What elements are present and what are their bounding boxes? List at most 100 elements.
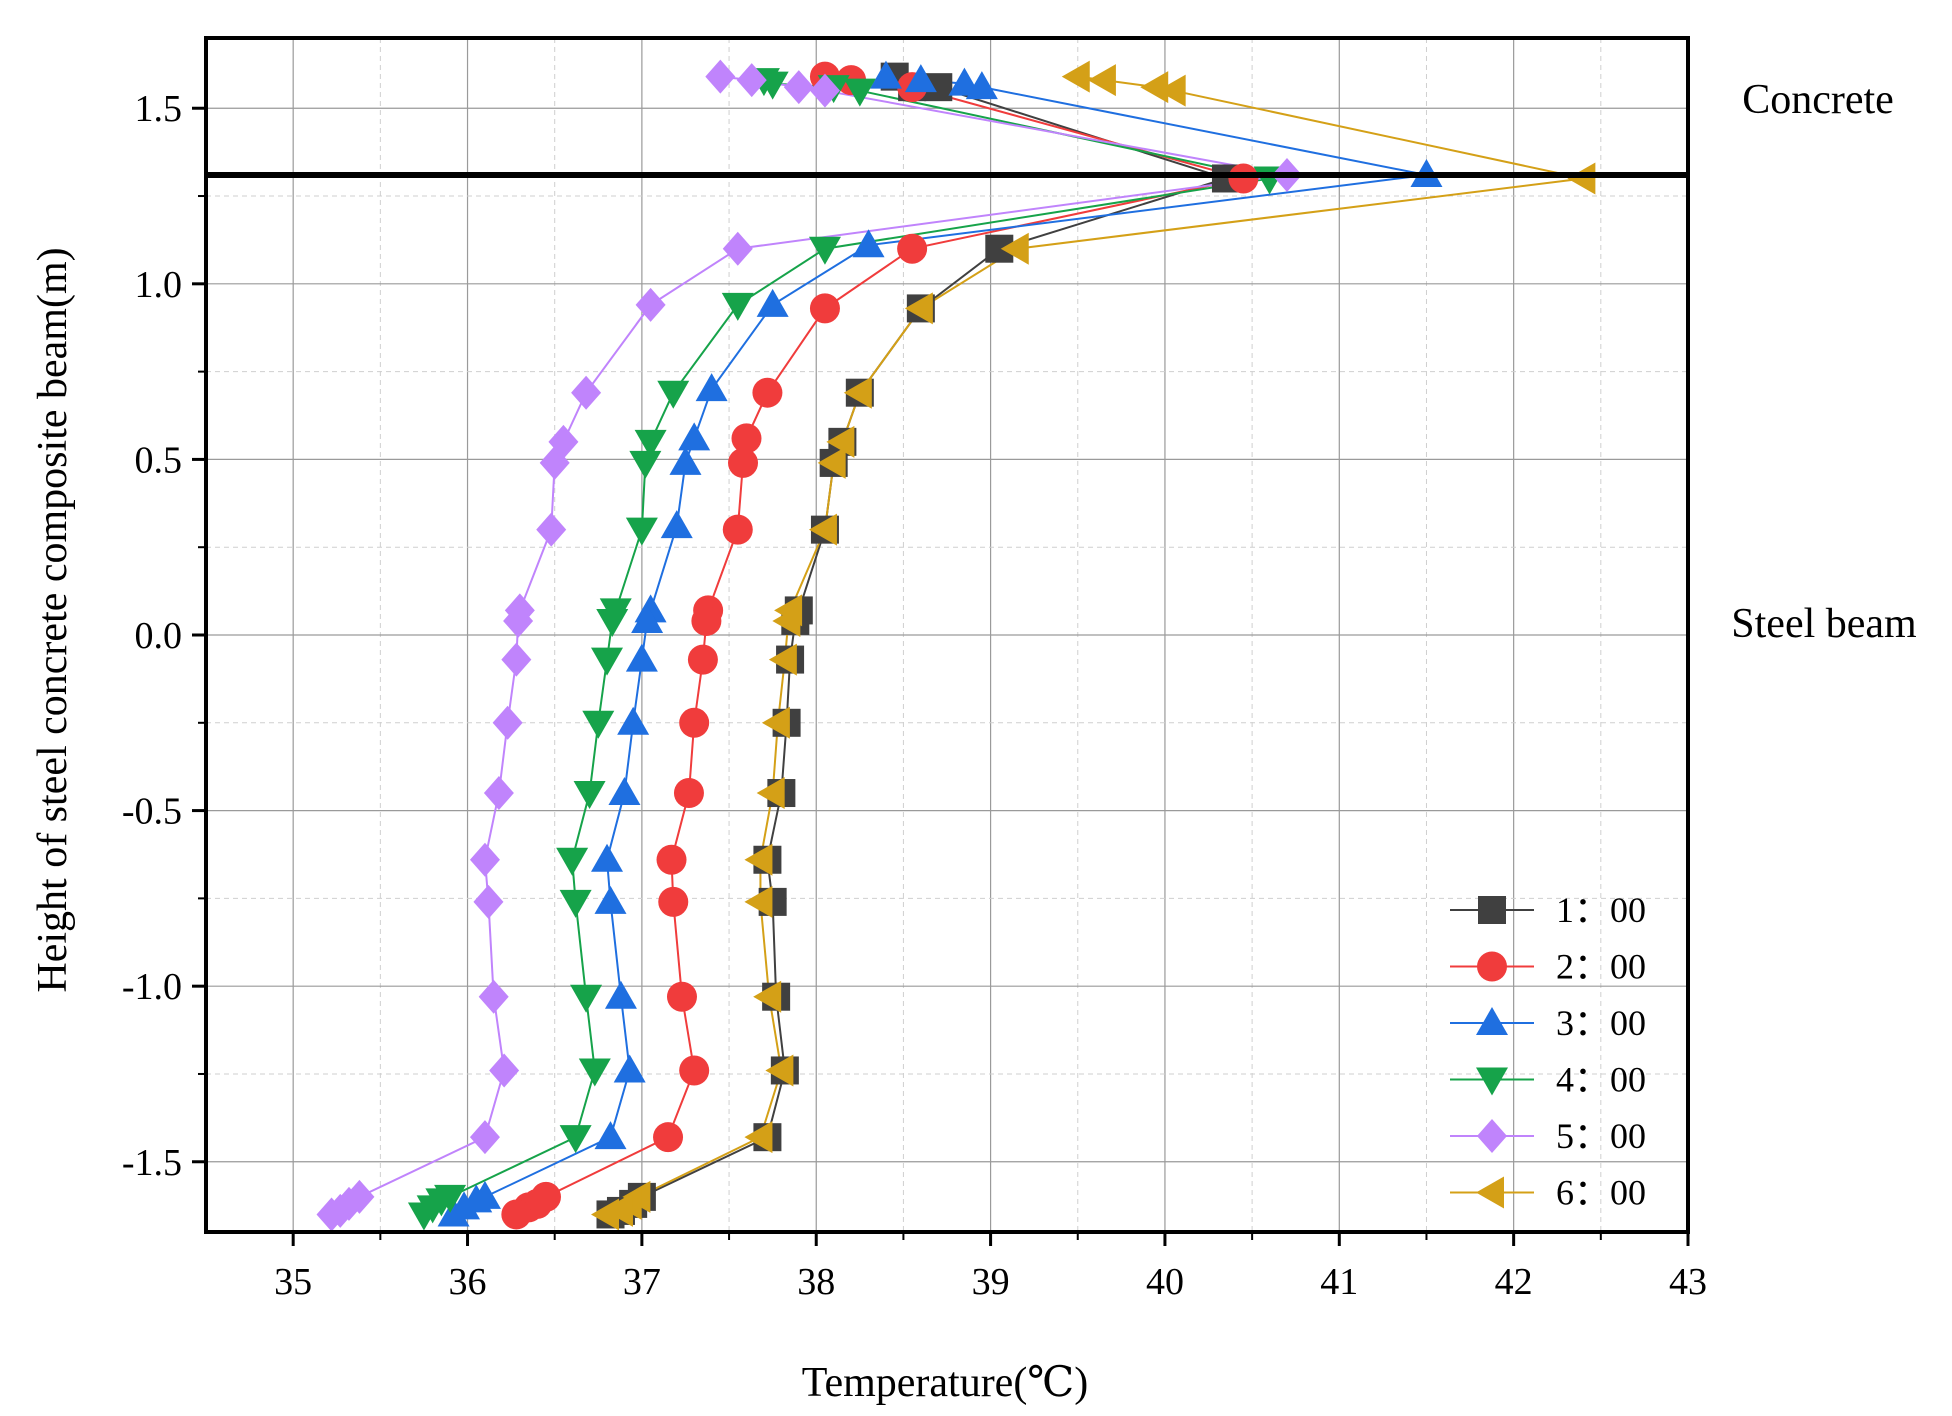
y-tick-label: -0.5: [122, 791, 182, 833]
data-point-series-3: [594, 1121, 627, 1150]
data-point-series-3: [613, 1054, 646, 1083]
data-point-series-5: [539, 445, 570, 480]
x-tick-label: 36: [449, 1261, 487, 1303]
data-point-series-4: [629, 450, 662, 479]
data-point-series-6: [843, 376, 872, 409]
data-point-series-3: [660, 510, 693, 539]
legend-label: 5：00: [1556, 1116, 1646, 1156]
data-point-series-6: [753, 980, 782, 1013]
legend-label: 2：00: [1556, 947, 1646, 987]
data-point-series-5: [501, 642, 532, 677]
data-point-series-6: [1567, 162, 1596, 195]
concrete-region-label: Concrete: [1742, 77, 1894, 123]
legend-entry-6: 6：00: [1450, 1173, 1646, 1213]
data-point-series-4: [657, 380, 690, 409]
data-point-series-3: [695, 373, 728, 402]
y-tick-label: 1.5: [135, 88, 183, 130]
data-point-series-4: [578, 1058, 611, 1087]
legend-label: 3：00: [1556, 1003, 1646, 1043]
x-tick-label: 37: [623, 1261, 661, 1303]
data-point-series-4: [556, 847, 589, 876]
data-point-series-5: [809, 73, 840, 108]
data-point-series-3: [604, 980, 637, 1009]
data-point-series-6: [1061, 60, 1090, 93]
data-point-series-6: [772, 604, 801, 637]
data-point-series-6: [591, 1198, 620, 1231]
legend-label: 1：00: [1556, 890, 1646, 930]
data-point-series-6: [761, 706, 790, 739]
data-point-series-6: [808, 513, 837, 546]
data-point-series-6: [1087, 64, 1116, 97]
data-point-series-5: [705, 59, 736, 94]
data-point-series-6: [904, 292, 933, 325]
data-point-series-3: [678, 422, 711, 451]
series-markers: [316, 59, 1596, 1232]
data-point-series-2: [656, 844, 687, 875]
y-tick-label: -1.5: [122, 1142, 182, 1184]
data-point-series-3: [631, 604, 664, 633]
series-line-3: [453, 75, 1427, 1216]
data-point-series-4: [596, 608, 629, 637]
data-point-series-4: [591, 647, 624, 676]
data-point-series-6: [1000, 232, 1029, 265]
data-point-series-4: [721, 292, 754, 321]
data-point-series-3: [869, 60, 902, 89]
legend-entry-4: 4：00: [1450, 1060, 1646, 1100]
x-tick-label: 42: [1495, 1261, 1533, 1303]
data-point-series-2: [691, 605, 722, 636]
series-line-1: [610, 75, 1230, 1216]
data-point-series-5: [478, 979, 509, 1014]
legend-marker: [1476, 1007, 1508, 1035]
legend-entry-3: 3：00: [1450, 1003, 1646, 1043]
data-point-series-2: [666, 981, 697, 1012]
x-tick-label: 40: [1146, 1261, 1184, 1303]
data-point-series-3: [756, 288, 789, 317]
series-line-4: [423, 79, 1270, 1216]
data-point-series-2: [752, 377, 783, 408]
y-tick-label: 0.0: [135, 615, 183, 657]
x-tick-label: 41: [1320, 1261, 1358, 1303]
axis-ticks: 35 36 37 38 39 40 41 42 43 1.5 1.0 0.5 0.0 -0.5 -1.0 -1…: [122, 88, 1707, 1303]
y-tick-label: -1.0: [122, 966, 182, 1008]
legend-label: 4：00: [1556, 1060, 1646, 1100]
data-point-series-6: [744, 843, 773, 876]
y-tick-label: 1.0: [135, 264, 183, 306]
data-point-series-6: [817, 446, 846, 479]
data-point-series-2: [809, 293, 840, 324]
legend: 1：00 2：00 3：00 4：00 5：00 6：00: [1450, 890, 1646, 1213]
data-point-series-5: [736, 63, 767, 98]
data-point-series-5: [489, 1053, 520, 1088]
data-point-series-2: [658, 886, 689, 917]
data-point-series-6: [744, 1121, 773, 1154]
data-point-series-2: [728, 447, 759, 478]
legend-marker: [1478, 896, 1506, 924]
data-point-series-3: [608, 777, 641, 806]
data-point-series-5: [469, 1120, 500, 1155]
data-point-series-2: [673, 778, 704, 809]
data-point-series-4: [634, 429, 667, 458]
data-point-series-6: [768, 643, 797, 676]
series-line-5: [331, 75, 1288, 1216]
legend-marker: [1477, 951, 1507, 982]
data-point-series-3: [852, 229, 885, 258]
data-point-series-6: [826, 425, 855, 458]
data-point-series-2: [653, 1122, 684, 1153]
data-point-series-6: [744, 885, 773, 918]
data-point-series-3: [904, 64, 937, 93]
legend-entry-5: 5：00: [1450, 1116, 1646, 1156]
data-point-series-4: [582, 710, 615, 739]
data-point-series-4: [573, 781, 606, 810]
series-lines: [331, 75, 1584, 1216]
data-point-series-5: [571, 375, 602, 410]
data-point-series-2: [897, 233, 928, 264]
data-point-series-5: [503, 603, 534, 638]
legend-label: 6：00: [1556, 1173, 1646, 1213]
data-point-series-5: [492, 705, 523, 740]
data-point-series-4: [559, 1125, 592, 1154]
data-point-series-6: [1157, 74, 1186, 107]
y-tick-label: 0.5: [135, 439, 183, 481]
data-point-series-3: [625, 643, 658, 672]
grid: [206, 38, 1689, 1232]
data-point-series-2: [679, 707, 710, 738]
